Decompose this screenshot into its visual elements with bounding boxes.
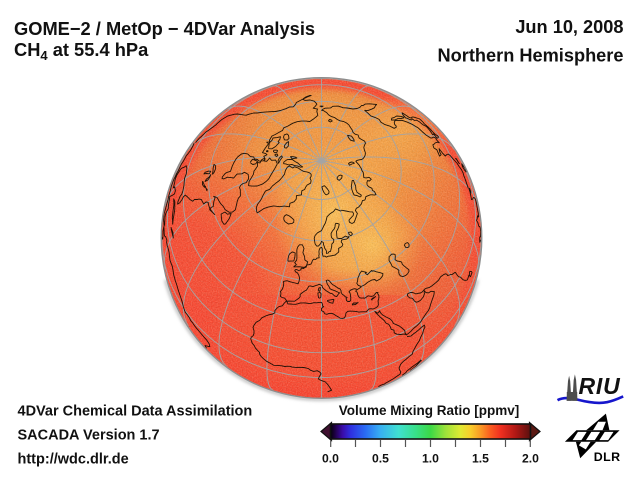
svg-text:0.5: 0.5: [372, 452, 389, 466]
svg-text:http://wdc.dlr.de: http://wdc.dlr.de: [18, 451, 129, 467]
svg-text:SACADA Version 1.7: SACADA Version 1.7: [18, 428, 160, 444]
svg-text:1.0: 1.0: [422, 452, 439, 466]
svg-text:DLR: DLR: [594, 450, 621, 464]
svg-text:RIU: RIU: [579, 373, 622, 399]
svg-text:0.0: 0.0: [322, 452, 339, 466]
svg-text:2.0: 2.0: [522, 452, 539, 466]
svg-text:1.5: 1.5: [472, 452, 489, 466]
svg-text:Volume Mixing Ratio [ppmv]: Volume Mixing Ratio [ppmv]: [339, 403, 520, 418]
svg-text:GOME−2 / MetOp − 4DVar Analysi: GOME−2 / MetOp − 4DVar Analysis: [14, 18, 315, 39]
svg-text:4DVar Chemical Data Assimilati: 4DVar Chemical Data Assimilation: [18, 404, 253, 420]
svg-text:CH4 at 55.4 hPa: CH4 at 55.4 hPa: [14, 39, 149, 63]
svg-text:Jun 10, 2008: Jun 10, 2008: [515, 17, 623, 37]
svg-text:Northern Hemisphere: Northern Hemisphere: [438, 45, 624, 65]
